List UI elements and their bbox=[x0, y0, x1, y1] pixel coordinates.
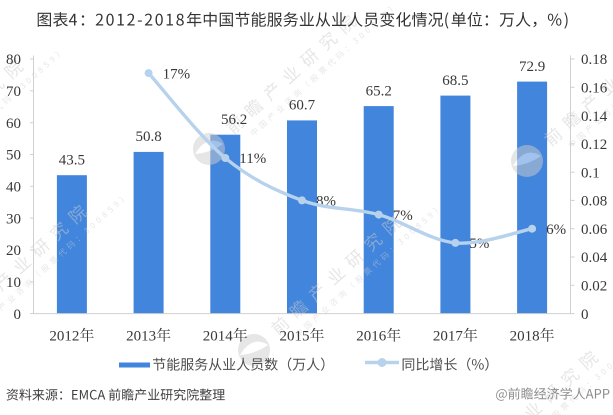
svg-text:2013: 2013 bbox=[126, 329, 156, 345]
svg-text:6%: 6% bbox=[546, 222, 566, 238]
svg-text:0: 0 bbox=[14, 307, 22, 323]
svg-text:0.08: 0.08 bbox=[581, 194, 607, 210]
svg-text:0.02: 0.02 bbox=[581, 279, 607, 295]
svg-text:2018: 2018 bbox=[510, 329, 540, 345]
svg-text:56.2: 56.2 bbox=[221, 112, 247, 128]
svg-text:60.7: 60.7 bbox=[289, 98, 316, 114]
svg-text:43.5: 43.5 bbox=[59, 152, 85, 168]
svg-text:40: 40 bbox=[6, 180, 21, 196]
svg-text:2017: 2017 bbox=[433, 329, 464, 345]
svg-text:0.14: 0.14 bbox=[581, 109, 608, 125]
svg-text:0.16: 0.16 bbox=[581, 81, 608, 97]
svg-text:20: 20 bbox=[6, 243, 21, 259]
svg-text:50.8: 50.8 bbox=[135, 129, 161, 145]
svg-text:7%: 7% bbox=[393, 208, 413, 224]
svg-text:30: 30 bbox=[6, 211, 21, 227]
svg-text:2012: 2012 bbox=[49, 329, 79, 345]
svg-text:2015: 2015 bbox=[280, 329, 310, 345]
svg-text:0: 0 bbox=[581, 307, 589, 323]
svg-text:72.9: 72.9 bbox=[519, 59, 545, 75]
svg-text:50: 50 bbox=[6, 148, 21, 164]
svg-text:60: 60 bbox=[6, 116, 21, 132]
svg-text:65.2: 65.2 bbox=[366, 83, 392, 99]
svg-text:2014: 2014 bbox=[203, 329, 234, 345]
svg-text:10: 10 bbox=[6, 275, 21, 291]
svg-text:17%: 17% bbox=[163, 66, 191, 82]
svg-text:0.18: 0.18 bbox=[581, 52, 607, 68]
svg-text:80: 80 bbox=[6, 52, 21, 68]
svg-text:68.5: 68.5 bbox=[442, 73, 468, 89]
svg-text:70: 70 bbox=[6, 84, 21, 100]
svg-text:0.12: 0.12 bbox=[581, 137, 607, 153]
svg-text:2016: 2016 bbox=[356, 329, 387, 345]
svg-text:11%: 11% bbox=[239, 151, 266, 167]
svg-text:0.04: 0.04 bbox=[581, 250, 608, 266]
svg-text:0.06: 0.06 bbox=[581, 222, 608, 238]
svg-text:0.1: 0.1 bbox=[581, 165, 600, 181]
